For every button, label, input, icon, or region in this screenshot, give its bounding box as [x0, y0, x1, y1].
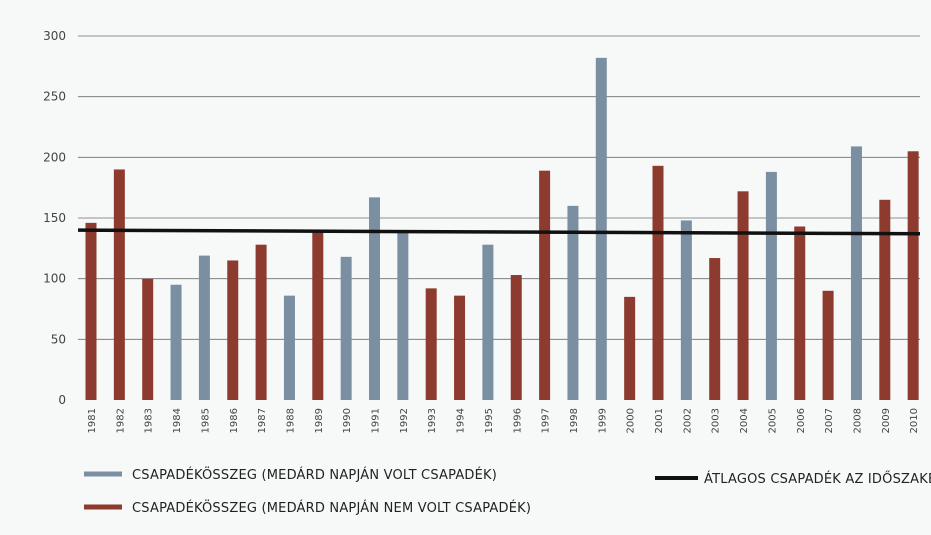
x-tick-label-1991: 1991 [371, 408, 382, 433]
y-tick-label-300: 300 [43, 29, 66, 43]
bar-1998 [567, 205, 579, 400]
y-tick-label-50: 50 [51, 332, 66, 346]
bar-1990 [340, 256, 352, 400]
x-axis: 1981 1982 1983 1984 1985 1986 1987 1988 1989 1990… [87, 408, 920, 433]
x-tick-label-1983: 1983 [144, 408, 155, 433]
bar-1994 [454, 295, 466, 400]
chart-gridlines [78, 35, 920, 340]
x-tick-label-2004: 2004 [739, 408, 750, 433]
bar-2008 [850, 146, 862, 400]
y-tick-label-250: 250 [43, 90, 66, 104]
y-tick-label-0: 0 [58, 393, 66, 407]
bar-2009 [879, 199, 891, 400]
legend-item-average: ÁTLAGOS CSAPADÉK AZ IDŐSZAKBAN [655, 471, 931, 487]
bar-1999 [595, 57, 607, 401]
bar-2005 [765, 171, 777, 400]
x-tick-label-1990: 1990 [342, 408, 353, 433]
bar-2004 [737, 191, 749, 400]
x-tick-label-1999: 1999 [597, 408, 608, 433]
bar-1996 [510, 275, 522, 400]
legend-label-average: ÁTLAGOS CSAPADÉK AZ IDŐSZAKBAN [704, 471, 931, 487]
bar-1991 [369, 197, 380, 400]
bar-1982 [113, 169, 125, 400]
y-tick-label-100: 100 [43, 272, 66, 286]
x-tick-label-2006: 2006 [796, 408, 807, 433]
legend-item-norain: CSAPADÉKÖSSZEG (MEDÁRD NAPJÁN NEM VOLT C… [84, 499, 531, 516]
x-tick-label-1995: 1995 [484, 408, 495, 433]
bar-1983 [142, 278, 154, 400]
average-line-group [77, 228, 921, 236]
bar-1995 [482, 244, 494, 400]
bar-2000 [624, 296, 636, 400]
bar-1986 [227, 260, 239, 400]
x-tick-label-2007: 2007 [824, 408, 835, 433]
legend: CSAPADÉKÖSSZEG (MEDÁRD NAPJÁN VOLT CSAPA… [84, 466, 931, 516]
y-tick-label-150: 150 [43, 211, 66, 225]
x-tick-label-2000: 2000 [626, 408, 637, 433]
x-tick-label-2002: 2002 [682, 408, 693, 433]
bar-1985 [198, 255, 210, 400]
bar-2010 [907, 151, 919, 400]
bar-2007 [822, 290, 834, 400]
x-tick-label-1992: 1992 [399, 408, 410, 433]
y-tick-label-200: 200 [43, 150, 66, 164]
chart-bars [85, 57, 919, 401]
x-tick-label-1997: 1997 [541, 408, 552, 433]
x-tick-label-1989: 1989 [314, 408, 325, 433]
x-tick-label-1982: 1982 [115, 408, 126, 433]
x-tick-label-1985: 1985 [200, 408, 211, 433]
x-tick-label-1998: 1998 [569, 408, 580, 433]
x-tick-label-1984: 1984 [172, 408, 183, 433]
legend-label-norain: CSAPADÉKÖSSZEG (MEDÁRD NAPJÁN NEM VOLT C… [132, 499, 531, 516]
x-tick-label-1994: 1994 [456, 408, 467, 433]
y-axis: 0 50 100 150 200 250 300 [43, 29, 66, 407]
average-line [77, 228, 921, 236]
x-tick-label-1987: 1987 [257, 408, 268, 433]
x-tick-label-1996: 1996 [512, 408, 523, 433]
bar-1997 [539, 170, 551, 400]
bar-1987 [255, 244, 267, 400]
x-tick-label-1988: 1988 [285, 408, 296, 433]
bar-1992 [397, 231, 409, 400]
bar-2001 [652, 165, 664, 400]
bar-1989 [312, 230, 324, 400]
x-tick-label-2005: 2005 [767, 408, 778, 433]
x-tick-label-1993: 1993 [427, 408, 438, 433]
bar-2006 [794, 226, 806, 400]
x-tick-label-2009: 2009 [881, 408, 892, 433]
bar-2002 [680, 220, 692, 400]
legend-item-rain: CSAPADÉKÖSSZEG (MEDÁRD NAPJÁN VOLT CSAPA… [84, 466, 497, 483]
x-tick-label-2008: 2008 [852, 408, 863, 433]
x-tick-label-2001: 2001 [654, 408, 665, 433]
x-tick-label-2003: 2003 [711, 408, 722, 433]
bar-2003 [709, 258, 721, 400]
x-tick-label-1981: 1981 [87, 408, 98, 433]
x-tick-label-2010: 2010 [909, 408, 920, 433]
x-tick-label-1986: 1986 [229, 408, 240, 433]
bar-1981 [85, 222, 97, 400]
bar-1988 [283, 295, 295, 400]
bar-1984 [170, 284, 182, 400]
bar-1993 [425, 288, 437, 400]
legend-label-rain: CSAPADÉKÖSSZEG (MEDÁRD NAPJÁN VOLT CSAPA… [132, 466, 497, 483]
